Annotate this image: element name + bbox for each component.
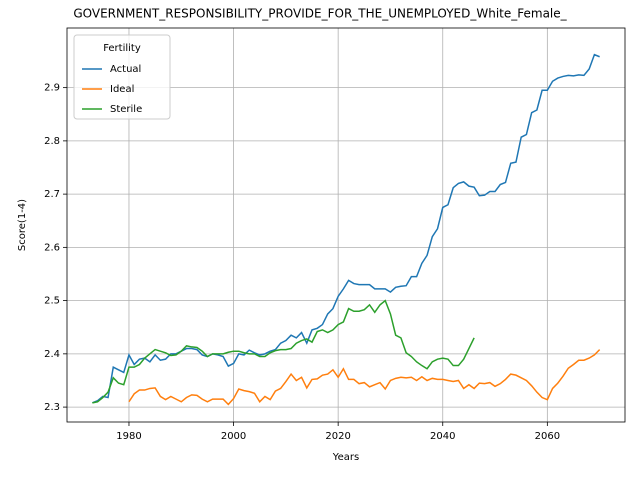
legend-label: Ideal	[110, 84, 134, 95]
legend: Fertility Actual Ideal Sterile	[73, 34, 171, 120]
legend-box	[73, 34, 171, 120]
x-tick-label: 2040	[430, 431, 455, 442]
x-tick-label: 2000	[221, 431, 246, 442]
plot-frame	[66, 27, 626, 423]
y-tick-label: 2.3	[44, 402, 60, 413]
legend-label: Sterile	[110, 104, 142, 115]
y-axis-label: Score(1-4)	[17, 199, 28, 251]
x-tick-label: 1980	[116, 431, 141, 442]
line-series	[128, 349, 601, 406]
line-series	[92, 299, 475, 404]
y-tick-label: 2.4	[44, 349, 60, 360]
chart-title: GOVERNMENT_RESPONSIBILITY_PROVIDE_FOR_TH…	[73, 7, 567, 21]
legend-title: Fertility	[103, 43, 141, 54]
y-tick-label: 2.7	[44, 189, 60, 200]
x-tick-label: 2060	[535, 431, 560, 442]
legend-label: Actual	[110, 64, 141, 75]
y-tick-label: 2.9	[44, 83, 60, 94]
y-tick-label: 2.5	[44, 296, 60, 307]
y-tick-label: 2.8	[44, 136, 60, 147]
x-axis-label: Years	[332, 452, 359, 463]
x-tick-label: 2020	[325, 431, 350, 442]
y-tick-label: 2.6	[44, 242, 60, 253]
